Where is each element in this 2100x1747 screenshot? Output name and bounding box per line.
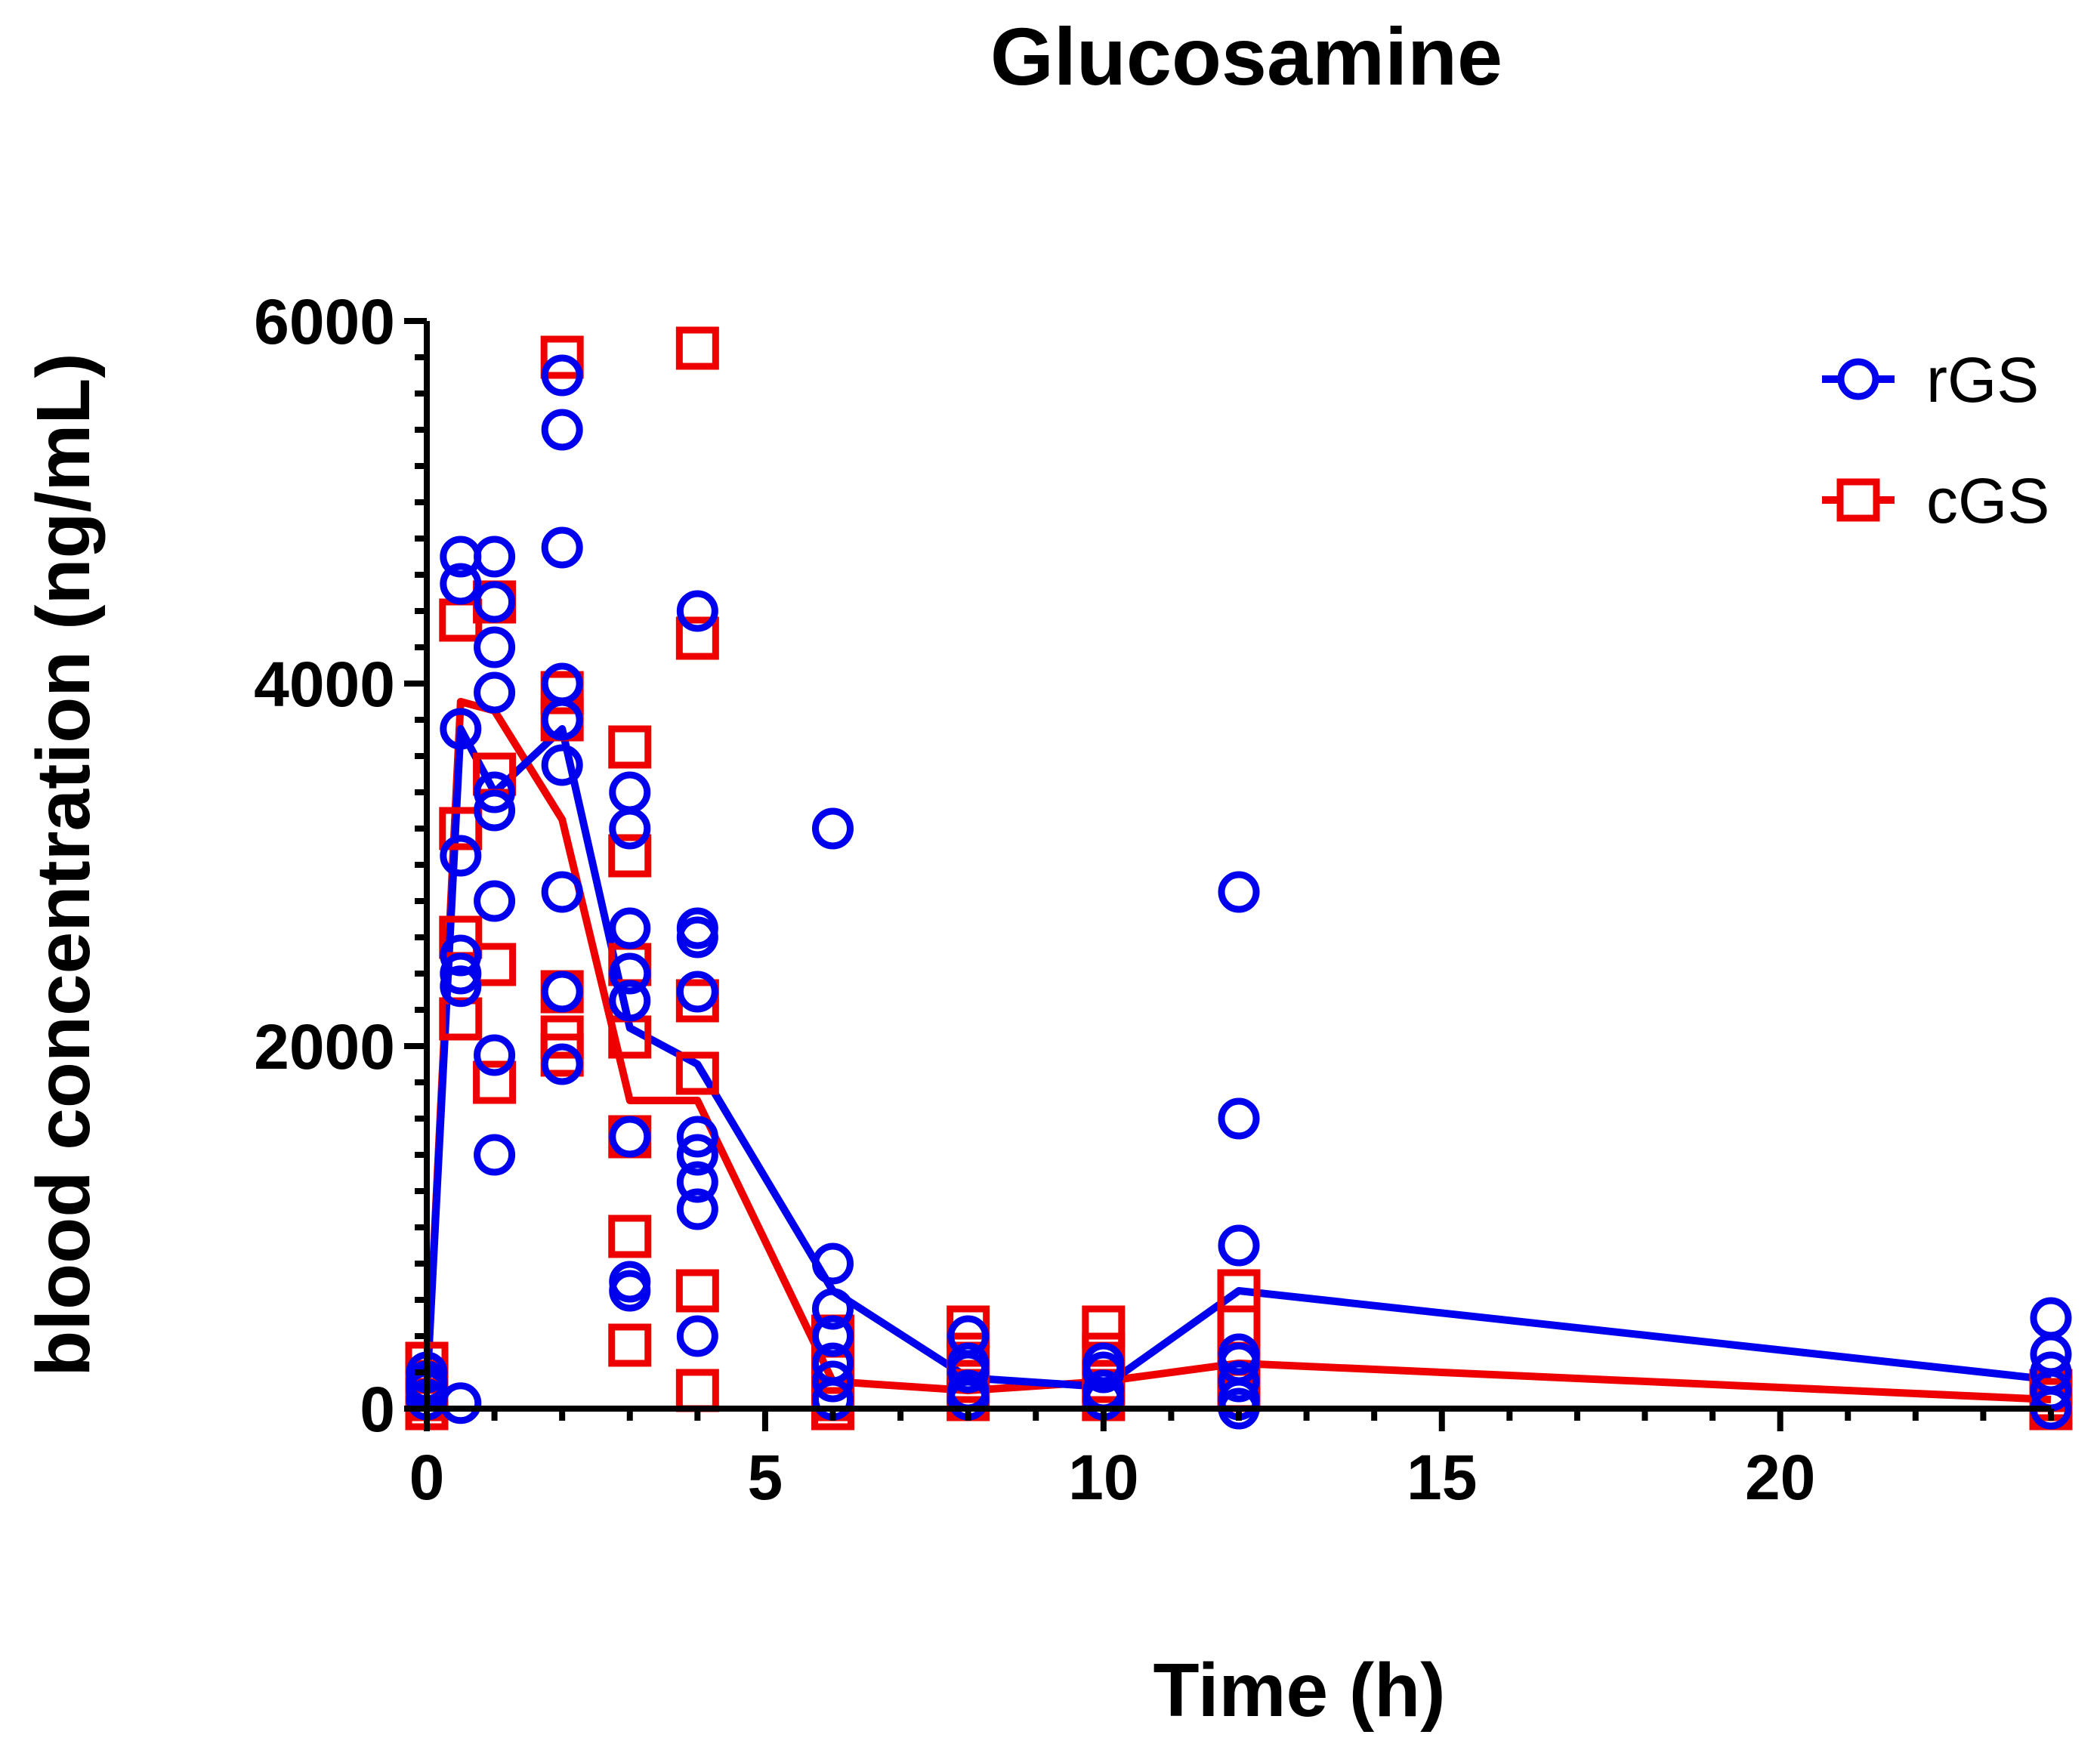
- data-point-rGS: [440, 708, 482, 750]
- data-point-rGS: [676, 916, 718, 958]
- data-point-rGS: [676, 971, 718, 1013]
- data-point-rGS: [812, 807, 854, 850]
- data-point-rGS: [676, 1188, 718, 1230]
- data-point-cGS: [675, 1051, 719, 1095]
- data-point-rGS: [440, 952, 482, 995]
- data-point-rGS: [440, 1382, 482, 1424]
- chart-title: Glucosamine: [990, 11, 1502, 102]
- y-tick-label: 2000: [254, 1011, 395, 1082]
- data-point-rGS: [440, 965, 482, 1008]
- x-tick-label: 20: [1745, 1442, 1815, 1513]
- legend-label-cGS: cGS: [1926, 465, 2049, 536]
- x-tick-label: 15: [1407, 1442, 1477, 1513]
- data-point-rGS: [1218, 871, 1260, 913]
- data-point-cGS: [608, 725, 652, 769]
- y-tick-label: 6000: [254, 286, 395, 357]
- data-point-rGS: [609, 952, 651, 995]
- data-point-cGS: [675, 1269, 719, 1313]
- data-point-rGS: [541, 699, 583, 741]
- series-markers: [405, 326, 2073, 1431]
- data-point-rGS: [440, 563, 482, 605]
- data-point-cGS: [608, 1323, 652, 1367]
- y-tick-label: 4000: [254, 649, 395, 720]
- data-point-rGS: [609, 1270, 651, 1312]
- legend-marker-cGS: [1836, 478, 1880, 522]
- data-point-rGS: [812, 1288, 854, 1330]
- data-point-rGS: [609, 771, 651, 813]
- data-point-rGS: [541, 354, 583, 397]
- data-point-rGS: [474, 789, 516, 832]
- data-point-rGS: [541, 971, 583, 1013]
- data-point-rGS: [812, 1315, 854, 1357]
- y-tick-label: 0: [360, 1374, 395, 1445]
- series-line-rGS: [423, 725, 2052, 1391]
- data-point-rGS: [947, 1351, 990, 1394]
- data-point-rGS: [2030, 1297, 2072, 1339]
- data-point-rGS: [676, 1315, 718, 1357]
- data-point-cGS: [439, 807, 483, 850]
- data-point-cGS: [675, 1369, 719, 1412]
- data-point-rGS: [676, 590, 718, 632]
- series-lines: [423, 698, 2052, 1403]
- y-axis-label: blood concentration (ng/mL): [21, 353, 106, 1376]
- data-point-rGS: [541, 1043, 583, 1085]
- legend-marker-rGS: [1837, 358, 1879, 400]
- data-point-rGS: [609, 907, 651, 949]
- data-point-rGS: [812, 1242, 854, 1285]
- data-point-cGS: [540, 335, 584, 379]
- x-tick-label: 10: [1068, 1442, 1138, 1513]
- data-point-rGS: [541, 871, 583, 913]
- data-point-rGS: [812, 1360, 854, 1403]
- data-point-rGS: [474, 880, 516, 922]
- data-point-cGS: [608, 834, 652, 878]
- y-axis-ticks: 0 2000 4000 6000: [254, 286, 427, 1445]
- data-point-rGS: [541, 744, 583, 786]
- data-point-rGS: [609, 980, 651, 1022]
- x-axis-ticks: 0 5 10 15 20: [409, 1409, 2054, 1513]
- data-point-rGS: [1082, 1351, 1125, 1394]
- legend-item-cGS: cGS: [1822, 465, 2049, 536]
- data-point-cGS: [675, 616, 719, 660]
- plot-area: [405, 326, 2073, 1431]
- data-point-cGS: [473, 1060, 517, 1104]
- axes: 0 2000 4000 6000 0 5 10 15 20: [254, 286, 2054, 1513]
- data-point-rGS: [676, 1161, 718, 1203]
- x-axis-label: Time (h): [1153, 1648, 1445, 1733]
- data-point-rGS: [474, 771, 516, 813]
- data-point-rGS: [440, 934, 482, 977]
- data-point-rGS: [440, 835, 482, 877]
- x-tick-label: 0: [409, 1442, 445, 1513]
- data-point-rGS: [676, 1134, 718, 1176]
- legend-item-rGS: rGS: [1822, 344, 2039, 415]
- data-point-rGS: [676, 1116, 718, 1158]
- data-point-cGS: [608, 1215, 652, 1258]
- data-point-rGS: [541, 409, 583, 451]
- data-point-rGS: [609, 1116, 651, 1158]
- data-point-rGS: [474, 581, 516, 623]
- data-point-rGS: [474, 671, 516, 714]
- data-point-rGS: [474, 1034, 516, 1076]
- data-point-rGS: [1218, 1360, 1260, 1403]
- data-point-rGS: [1218, 1097, 1260, 1140]
- data-point-rGS: [474, 536, 516, 578]
- data-point-cGS: [675, 326, 719, 370]
- data-point-rGS: [1218, 1224, 1260, 1267]
- data-point-rGS: [474, 1134, 516, 1176]
- data-point-rGS: [609, 807, 651, 850]
- data-point-rGS: [541, 526, 583, 569]
- x-tick-label: 5: [748, 1442, 783, 1513]
- legend-label-rGS: rGS: [1926, 344, 2039, 415]
- data-point-cGS: [1082, 1305, 1126, 1349]
- legend: rGS cGS: [1822, 344, 2049, 536]
- data-point-rGS: [474, 626, 516, 668]
